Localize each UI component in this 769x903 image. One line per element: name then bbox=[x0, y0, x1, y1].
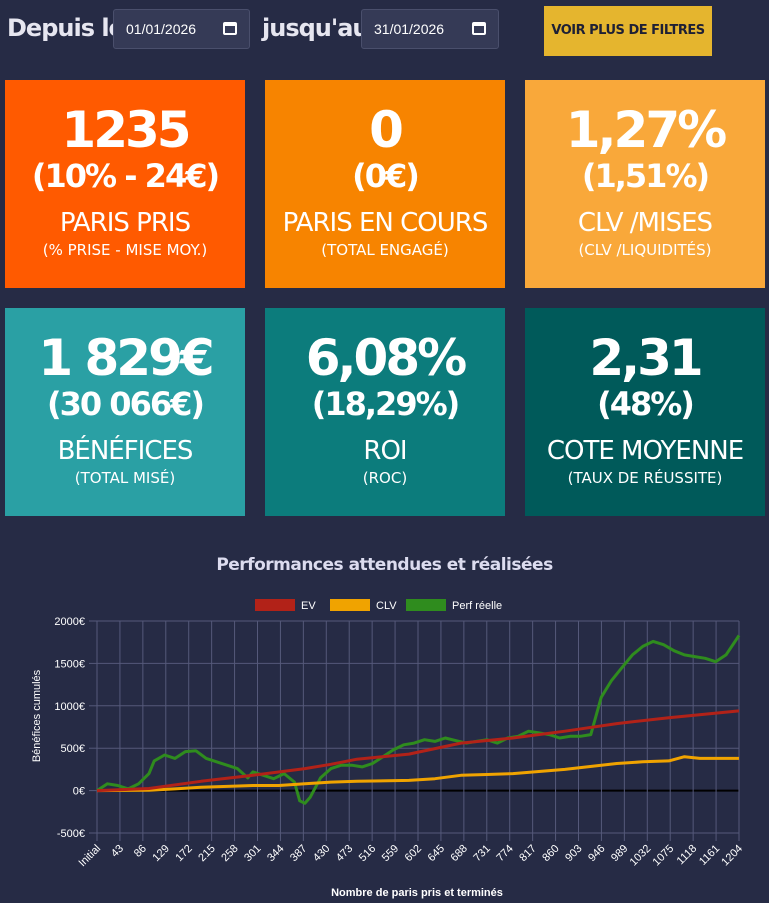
x-tick-label: 86 bbox=[132, 843, 149, 860]
x-tick-label: 731 bbox=[471, 843, 492, 864]
to-date-input[interactable]: 31/01/2026 bbox=[361, 9, 499, 49]
card-clv: 1,27% (1,51%) CLV /MISES (CLV /LIQUIDITÉ… bbox=[525, 80, 765, 288]
card-subvalue: (1,51%) bbox=[581, 157, 710, 195]
chart-series bbox=[96, 634, 741, 805]
x-tick-label: 1075 bbox=[651, 843, 677, 869]
calendar-icon[interactable] bbox=[472, 22, 486, 35]
card-value: 1,27% bbox=[565, 101, 727, 159]
legend-label: CLV bbox=[376, 600, 397, 612]
to-label: jusqu'au bbox=[262, 14, 369, 42]
card-value: 1 829€ bbox=[38, 329, 214, 387]
x-tick-label: 129 bbox=[150, 843, 171, 864]
card-subvalue: (18,29%) bbox=[311, 385, 461, 423]
card-average-odds: 2,31 (48%) COTE MOYENNE (TAUX DE RÉUSSIT… bbox=[525, 308, 765, 516]
from-label: Depuis le bbox=[7, 14, 125, 42]
legend-label: EV bbox=[301, 600, 316, 612]
card-sublabel: (CLV /LIQUIDITÉS) bbox=[578, 241, 712, 259]
card-sublabel: (TOTAL MISÉ) bbox=[74, 469, 176, 487]
from-date-value: 01/01/2026 bbox=[126, 21, 197, 37]
legend-swatch bbox=[330, 599, 370, 611]
x-tick-label: 645 bbox=[426, 843, 447, 864]
x-tick-label: 430 bbox=[311, 843, 332, 864]
series-line-ev bbox=[96, 709, 740, 793]
y-tick-label: 1000€ bbox=[54, 701, 85, 713]
x-tick-label: 258 bbox=[219, 843, 240, 864]
x-tick-label: 516 bbox=[357, 843, 378, 864]
y-tick-label: 500€ bbox=[61, 743, 85, 755]
performance-chart: EV CLV Perf réelle -500€ 0€ 500€ 1000€ 1500€ 20… bbox=[31, 599, 745, 899]
legend-swatch bbox=[255, 599, 295, 611]
chart-grid bbox=[89, 620, 740, 841]
x-tick-label: 1032 bbox=[628, 843, 654, 869]
x-tick-label: 860 bbox=[540, 843, 561, 864]
card-bets-taken: 1235 (10% - 24€) PARIS PRIS (% PRISE - M… bbox=[5, 80, 245, 288]
card-sublabel: (TAUX DE RÉUSSITE) bbox=[567, 469, 723, 487]
card-label: ROI bbox=[363, 436, 407, 466]
card-subvalue: (10% - 24€) bbox=[31, 157, 220, 195]
calendar-icon[interactable] bbox=[223, 22, 237, 35]
y-tick-label: 0€ bbox=[73, 786, 85, 798]
x-tick-label: 301 bbox=[242, 843, 263, 864]
x-tick-label: 215 bbox=[196, 843, 217, 864]
x-tick-label: 946 bbox=[586, 843, 607, 864]
card-bets-pending: 0 (0€) PARIS EN COURS (TOTAL ENGAGÉ) bbox=[265, 80, 505, 288]
x-tick-label: 774 bbox=[494, 843, 515, 864]
legend-label: Perf réelle bbox=[452, 600, 502, 612]
card-label: PARIS EN COURS bbox=[282, 208, 489, 238]
legend-swatch bbox=[406, 599, 446, 611]
card-subvalue: (48%) bbox=[597, 385, 695, 423]
y-axis-ticks: -500€ 0€ 500€ 1000€ 1500€ 2000€ bbox=[54, 616, 85, 840]
card-value: 1235 bbox=[61, 101, 191, 159]
card-label: BÉNÉFICES bbox=[57, 436, 194, 466]
x-tick-label: 473 bbox=[334, 843, 355, 864]
card-subvalue: (30 066€) bbox=[47, 385, 205, 423]
x-tick-label: 1204 bbox=[719, 843, 745, 869]
x-tick-label: 1161 bbox=[697, 843, 722, 868]
y-tick-label: 2000€ bbox=[54, 616, 85, 628]
card-value: 2,31 bbox=[589, 329, 703, 387]
y-tick-label: -500€ bbox=[57, 828, 85, 840]
card-sublabel: (ROC) bbox=[362, 469, 408, 487]
chart-title: Performances attendues et réalisées bbox=[216, 555, 553, 575]
x-axis-ticks: Initial 43 86 129 172 215 258 301 344 387 430 473 51… bbox=[76, 843, 745, 870]
card-sublabel: (TOTAL ENGAGÉ) bbox=[321, 241, 449, 259]
card-sublabel: (% PRISE - MISE MOY.) bbox=[42, 241, 208, 259]
x-tick-label: Initial bbox=[76, 843, 103, 870]
chart-legend: EV CLV Perf réelle bbox=[255, 599, 502, 612]
x-tick-label: 903 bbox=[563, 843, 584, 864]
x-tick-label: 387 bbox=[288, 843, 309, 864]
card-subvalue: (0€) bbox=[352, 157, 420, 195]
card-value: 0 bbox=[369, 101, 404, 159]
x-tick-label: 43 bbox=[109, 843, 126, 860]
card-label: CLV /MISES bbox=[577, 208, 713, 238]
y-axis-label: Bénéfices cumulés bbox=[31, 669, 43, 762]
card-profit: 1 829€ (30 066€) BÉNÉFICES (TOTAL MISÉ) bbox=[5, 308, 245, 516]
series-line-clv bbox=[96, 755, 739, 793]
more-filters-button[interactable]: VOIR PLUS DE FILTRES bbox=[544, 6, 712, 56]
x-tick-label: 688 bbox=[449, 843, 470, 864]
x-tick-label: 817 bbox=[517, 843, 538, 864]
card-roi: 6,08% (18,29%) ROI (ROC) bbox=[265, 308, 505, 516]
card-value: 6,08% bbox=[305, 329, 467, 387]
x-tick-label: 602 bbox=[403, 843, 424, 864]
x-tick-label: 344 bbox=[265, 843, 286, 864]
y-tick-label: 1500€ bbox=[54, 658, 85, 670]
series-line-perf-r-elle bbox=[96, 634, 741, 805]
date-filter-bar: Depuis le 01/01/2026 jusqu'au 31/01/2026… bbox=[0, 0, 769, 62]
to-date-value: 31/01/2026 bbox=[374, 21, 445, 37]
from-date-input[interactable]: 01/01/2026 bbox=[113, 9, 250, 49]
x-tick-label: 1118 bbox=[675, 843, 700, 868]
card-label: PARIS PRIS bbox=[59, 208, 191, 238]
x-tick-label: 559 bbox=[380, 843, 401, 864]
x-tick-label: 172 bbox=[173, 843, 194, 864]
x-axis-label: Nombre de paris pris et terminés bbox=[331, 887, 503, 899]
card-label: COTE MOYENNE bbox=[546, 436, 744, 466]
